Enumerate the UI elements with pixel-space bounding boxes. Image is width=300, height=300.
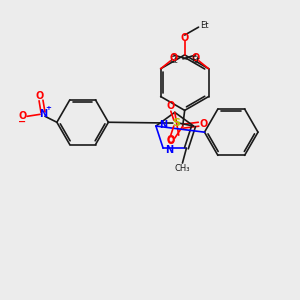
Text: O: O [200,119,208,129]
Text: O: O [36,91,44,100]
Text: N: N [159,120,167,130]
Text: O: O [167,135,175,145]
Text: +: + [45,105,51,111]
Text: O: O [18,111,26,121]
Text: O: O [167,136,175,146]
Text: O: O [192,53,200,63]
Text: −: − [18,117,26,127]
Text: O: O [169,53,178,63]
Text: Et: Et [169,56,178,65]
Text: N: N [39,109,47,119]
Text: Et: Et [200,21,209,30]
Text: CH₃: CH₃ [175,164,190,172]
Text: O: O [167,101,175,111]
Text: O: O [181,33,189,43]
Text: S: S [172,118,180,128]
Text: Et: Et [191,56,200,65]
Text: N: N [165,145,173,155]
